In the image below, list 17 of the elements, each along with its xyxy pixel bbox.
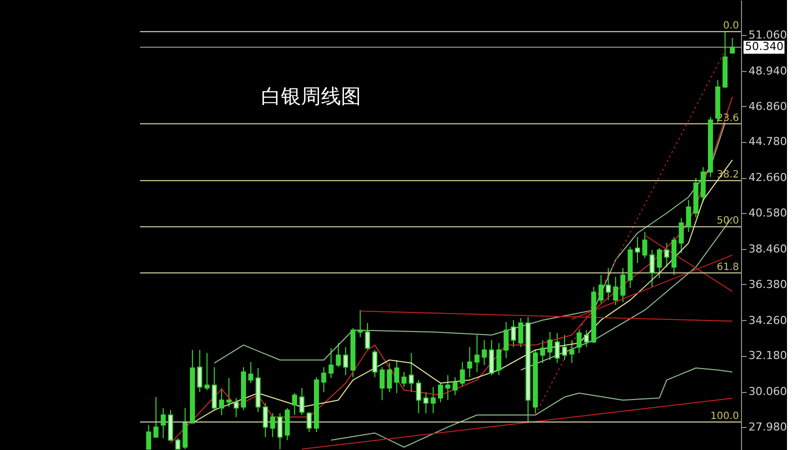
y-tick-label: 30.060: [748, 385, 787, 398]
y-tick-label: 42.660: [748, 171, 787, 184]
text: 白银周线图: [261, 84, 361, 108]
y-tick-label: 46.860: [748, 100, 787, 113]
y-tick-label: 38.460: [748, 242, 787, 256]
y-tick-label: 40.580: [748, 206, 787, 220]
y-tick-label: 48.940: [748, 64, 787, 78]
annotation: 100.0: [710, 410, 739, 422]
annotation: 0.0: [723, 20, 739, 32]
y-tick-label: 32.180: [748, 349, 787, 362]
y-tick-label: 34.260: [748, 314, 787, 327]
y-tick-label: 51.060: [748, 28, 787, 42]
annotation: 61.8: [716, 262, 739, 273]
y-tick-label: 44.780: [748, 135, 787, 148]
y-tick-label: 27.980: [748, 420, 787, 434]
ref-line-label: 50.340: [745, 40, 784, 54]
y-tick-label: 36.380: [748, 278, 787, 291]
